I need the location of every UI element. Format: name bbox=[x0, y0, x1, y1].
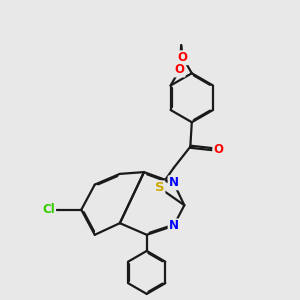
Text: Cl: Cl bbox=[42, 203, 55, 216]
Text: N: N bbox=[169, 219, 178, 232]
Text: S: S bbox=[155, 182, 164, 194]
Text: O: O bbox=[178, 51, 188, 64]
Text: N: N bbox=[169, 176, 178, 189]
Text: O: O bbox=[175, 64, 184, 76]
Text: O: O bbox=[213, 142, 224, 156]
